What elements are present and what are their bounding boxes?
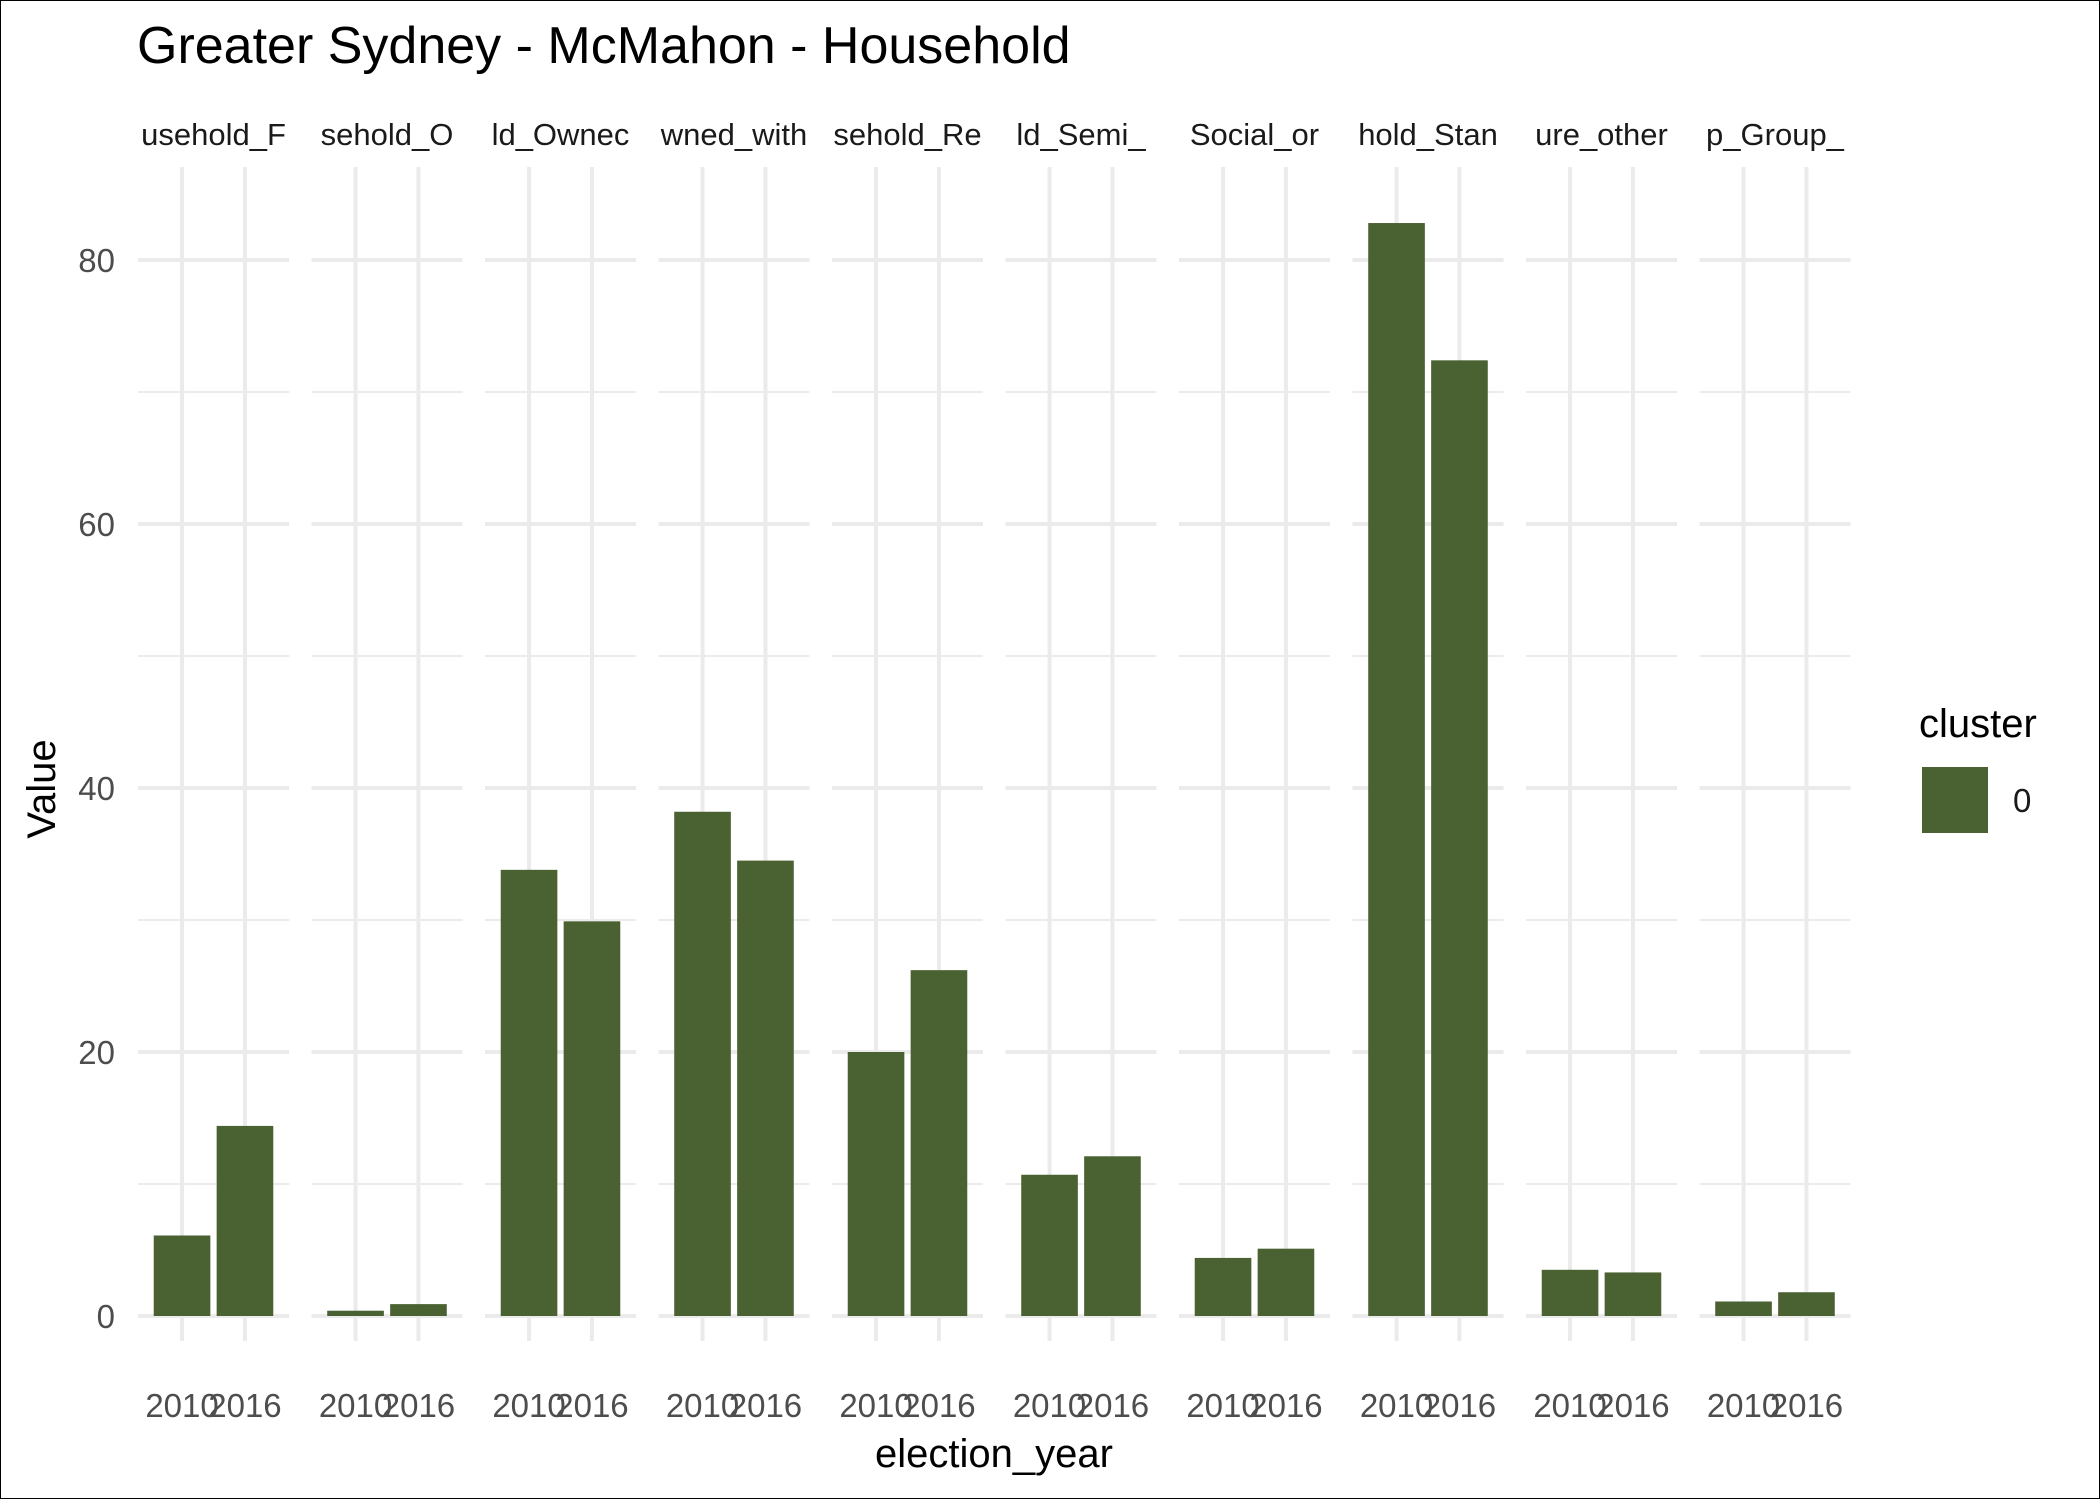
y-tick-label: 40 [78,770,115,807]
x-tick-label: 2010 [1186,1387,1259,1424]
x-tick-label: 2010 [145,1387,218,1424]
bar-2016 [1257,1248,1315,1316]
bar-2010 [1368,223,1425,1316]
legend-label-cluster-0: 0 [2013,782,2031,819]
x-tick-label: 2016 [555,1387,628,1424]
bar-2016 [390,1304,447,1316]
y-axis-title: Value [20,739,64,838]
bar-2010 [327,1310,384,1316]
x-tick-label: 2016 [729,1387,802,1424]
x-tick-label: 2010 [492,1387,565,1424]
x-tick-label: 2010 [1533,1387,1606,1424]
facet-strip-label: ld_Ownec [492,117,630,152]
bar-2010 [847,1052,905,1316]
x-tick-label: 2010 [319,1387,392,1424]
x-tick-label: 2016 [382,1387,455,1424]
bar-2010 [153,1235,211,1316]
x-tick-label: 2010 [1707,1387,1780,1424]
bar-2010 [674,811,731,1316]
y-tick-label: 60 [78,506,115,543]
bar-2016 [1431,360,1488,1316]
bar-2010 [1715,1301,1772,1316]
x-tick-label: 2016 [208,1387,281,1424]
x-axis-title: election_year [875,1432,1113,1476]
bar-2010 [1021,1174,1078,1316]
x-tick-label: 2016 [1596,1387,1669,1424]
bar-2016 [910,970,968,1316]
facet-strip-label: usehold_F [141,117,286,152]
x-tick-label: 2010 [1013,1387,1086,1424]
chart-title: Greater Sydney - McMahon - Household [137,17,1071,75]
bar-2016 [1084,1156,1141,1316]
facet-strip-label: sehold_O [321,117,454,152]
x-tick-label: 2016 [1249,1387,1322,1424]
x-tick-label: 2016 [902,1387,975,1424]
facet-strip-label: hold_Stan [1358,117,1498,152]
y-axis: 0 20 40 60 80 [78,242,115,1335]
x-tick-label: 2010 [1360,1387,1433,1424]
facet-strip-label: wned_with [660,117,807,152]
bar-2016 [563,921,621,1316]
bar-2016 [1778,1292,1835,1316]
facet-strip-label: sehold_Re [833,117,981,152]
bar-2016 [737,860,794,1316]
x-tick-label: 2010 [839,1387,912,1424]
x-tick-label: 2016 [1770,1387,1843,1424]
facet-strip-label: ure_other [1535,117,1668,152]
facet-strip-label: p_Group_ [1706,117,1845,152]
bar-2010 [1194,1257,1252,1316]
bar-2010 [1541,1269,1599,1316]
y-tick-label: 80 [78,242,115,279]
facet-strip-label: ld_Semi_ [1016,117,1146,152]
bar-2016 [1604,1272,1662,1316]
bar-2010 [500,869,558,1316]
legend-key-cluster-0 [1922,767,1988,833]
legend-title: cluster [1919,702,2037,746]
facet-panels: 20102016usehold_F20102016sehold_O2010201… [138,117,1851,1424]
x-tick-label: 2016 [1423,1387,1496,1424]
x-tick-label: 2016 [1076,1387,1149,1424]
y-tick-label: 20 [78,1034,115,1071]
x-tick-label: 2010 [666,1387,739,1424]
y-tick-label: 0 [97,1298,115,1335]
facet-strip-label: Social_or [1190,117,1319,152]
bar-2016 [216,1125,274,1316]
